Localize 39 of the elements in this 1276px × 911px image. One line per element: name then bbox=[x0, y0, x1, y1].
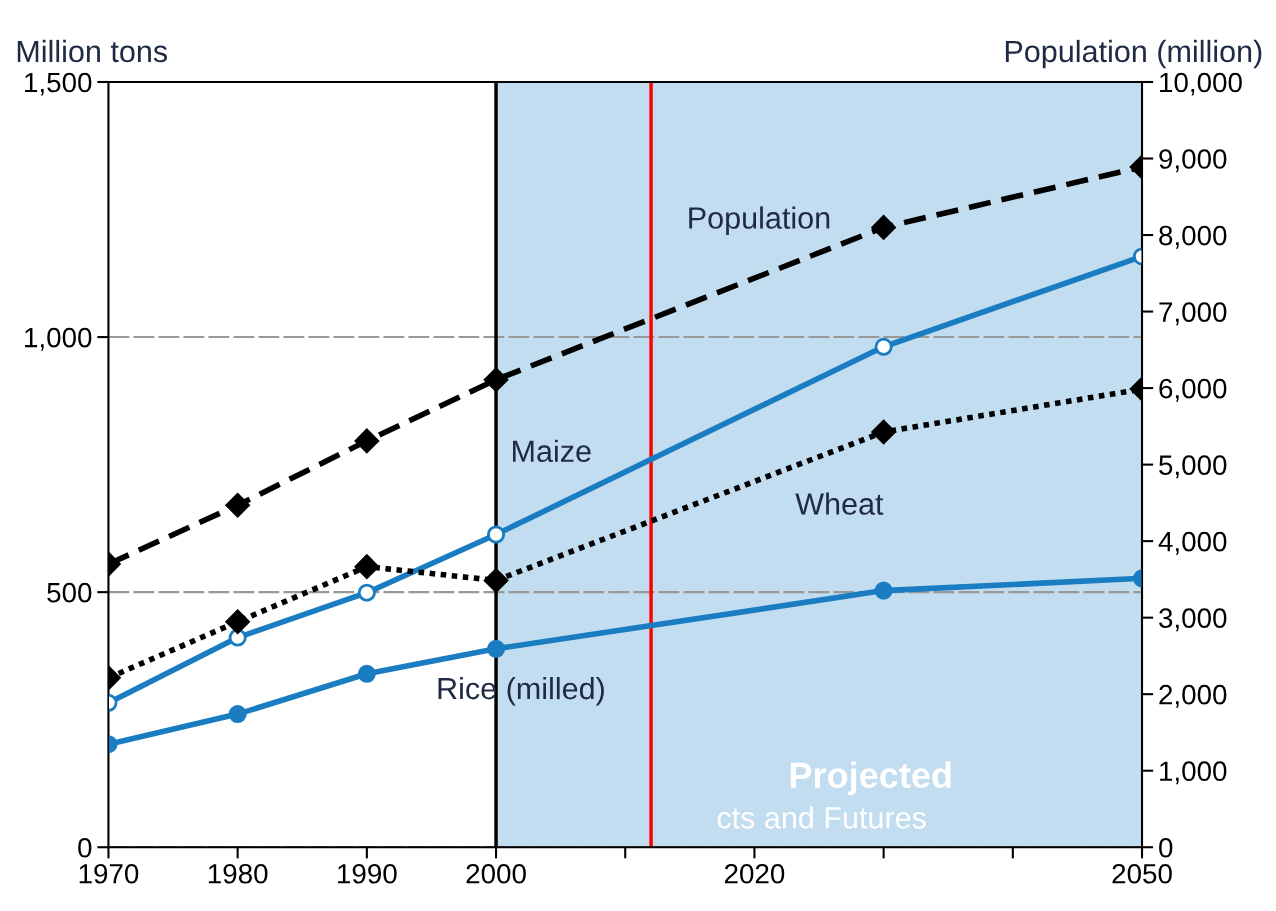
band-label: Projected bbox=[790, 761, 951, 796]
point bbox=[225, 492, 250, 518]
point bbox=[225, 609, 250, 634]
point bbox=[483, 367, 509, 392]
y2-tick-label: 6,000 bbox=[1159, 378, 1227, 402]
y-tick-label: 1,500 bbox=[25, 72, 92, 96]
point bbox=[357, 664, 376, 683]
y2-tick-label: 2,000 bbox=[1159, 684, 1227, 708]
y2-tick-label: 7,000 bbox=[1159, 302, 1227, 326]
point bbox=[354, 554, 380, 579]
annotation: cts and Futures bbox=[717, 806, 926, 829]
series-label: Population bbox=[689, 206, 830, 235]
y-tick-label: 500 bbox=[47, 582, 92, 603]
y2-axis-title: Population (million) bbox=[1005, 39, 1262, 69]
x-tick-label: 2050 bbox=[1112, 863, 1172, 884]
y-tick-label: 0 bbox=[78, 837, 92, 858]
point bbox=[228, 705, 247, 724]
y2-tick-label: 0 bbox=[1159, 837, 1173, 858]
y-axis-title: Million tons bbox=[17, 39, 168, 63]
series-label: Wheat bbox=[795, 492, 884, 515]
y2-tick-label: 5,000 bbox=[1159, 455, 1227, 479]
y-tick-label: 1,000 bbox=[25, 327, 92, 351]
x-tick-label: 1970 bbox=[79, 863, 139, 884]
x-tick-label: 1980 bbox=[208, 863, 268, 884]
point bbox=[357, 583, 376, 602]
series-label: Maize bbox=[513, 439, 591, 463]
y2-tick-label: 1,000 bbox=[1160, 761, 1227, 785]
point bbox=[483, 568, 509, 593]
point bbox=[354, 428, 380, 454]
y2-tick-label: 10,000 bbox=[1160, 72, 1242, 96]
y2-tick-label: 3,000 bbox=[1159, 608, 1227, 632]
point bbox=[487, 639, 506, 658]
x-tick-label: 2000 bbox=[466, 863, 526, 884]
y2-tick-label: 8,000 bbox=[1159, 225, 1227, 249]
x-tick-label: 1990 bbox=[338, 863, 397, 884]
point bbox=[487, 525, 506, 544]
y2-tick-label: 9,000 bbox=[1159, 149, 1227, 173]
x-tick-label: 2020 bbox=[724, 863, 785, 884]
y2-tick-label: 4,000 bbox=[1158, 531, 1227, 555]
